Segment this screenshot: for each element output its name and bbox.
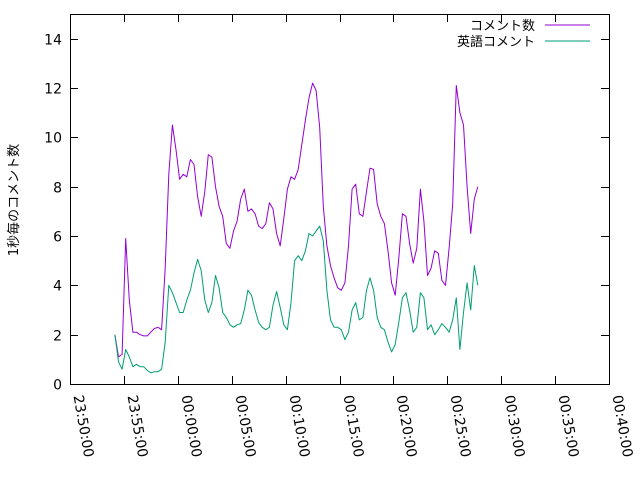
- x-tick-label: 00:25:00: [447, 394, 474, 459]
- x-tick-label: 00:00:00: [178, 394, 205, 459]
- x-tick-label: 00:40:00: [609, 394, 636, 459]
- x-tick-label: 00:05:00: [232, 394, 259, 459]
- series-layer: [114, 82, 479, 374]
- x-tick-label: 00:15:00: [340, 394, 367, 459]
- y-tick-label: 12: [44, 82, 62, 98]
- legend-label: 英語コメント: [457, 34, 535, 50]
- x-tick-label: 23:50:00: [70, 394, 97, 459]
- x-axis: 23:50:00 23:55:00 00:00:00 00:05:00 00:10:00…: [70, 14, 636, 459]
- y-tick-label: 10: [44, 131, 62, 147]
- y-tick-label: 0: [53, 378, 62, 394]
- x-tick-label: 00:10:00: [286, 394, 313, 459]
- y-tick-label: 8: [53, 181, 62, 197]
- y-tick-label: 14: [44, 33, 62, 49]
- legend-label: コメント数: [470, 19, 535, 34]
- series-line-2: [114, 225, 479, 374]
- y-tick-label: 6: [53, 230, 62, 246]
- x-tick-label: 00:20:00: [393, 394, 420, 459]
- y-axis: 0 2 4 6 8 10 12 14: [44, 33, 609, 394]
- series-line-1: [114, 82, 479, 358]
- x-tick-label: 00:30:00: [501, 394, 528, 459]
- y-tick-label: 2: [53, 329, 62, 345]
- y-tick-label: 4: [53, 279, 62, 295]
- x-tick-label: 00:35:00: [555, 394, 582, 459]
- y-axis-label: 1秒毎のコメント数: [6, 144, 22, 256]
- x-tick-label: 23:55:00: [124, 394, 151, 459]
